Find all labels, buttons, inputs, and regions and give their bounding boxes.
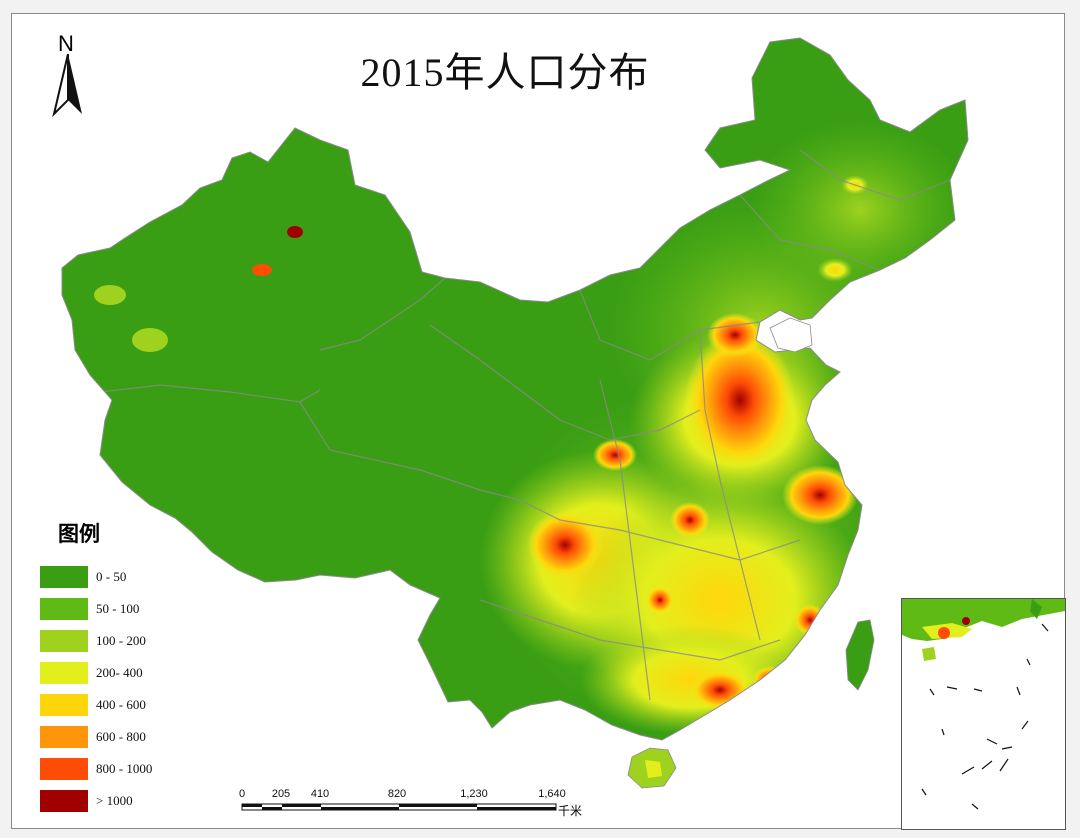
scale-unit: 千米: [558, 804, 583, 818]
legend-label: 100 - 200: [96, 633, 146, 648]
scale-tick-label: 1,230: [460, 788, 488, 800]
legend-label: > 1000: [96, 793, 133, 808]
legend-swatch: [40, 630, 88, 652]
scale-tick-label: 820: [387, 788, 407, 800]
legend-swatch: [40, 694, 88, 716]
scale-bar: [241, 803, 557, 811]
legend-swatch: [40, 758, 88, 780]
legend-swatch: [40, 726, 88, 748]
legend-label: 800 - 1000: [96, 761, 153, 776]
legend-swatch: [40, 566, 88, 588]
mainland-china: [61, 37, 969, 741]
legend-label: 600 - 800: [96, 729, 146, 744]
bohai-sea: [769, 317, 813, 353]
scale-tick-label: 410: [310, 788, 330, 800]
scale-tick-label: 205: [271, 788, 291, 800]
legend-swatch: [40, 662, 88, 684]
legend-label: 0 - 50: [96, 569, 127, 584]
legend-swatch: [40, 598, 88, 620]
legend-label: 400 - 600: [96, 697, 146, 712]
scale-tick-label: 0: [238, 788, 246, 800]
legend-swatch: [40, 790, 88, 812]
scale-tick-label: 1,640: [538, 788, 566, 800]
south-china-sea-inset: [901, 598, 1066, 830]
legend-label: 200- 400: [96, 665, 143, 680]
legend-title: 图例: [58, 522, 100, 546]
legend-label: 50 - 100: [96, 601, 140, 616]
map-title: 2015年人口分布: [360, 50, 650, 95]
north-arrow-label: N: [58, 31, 74, 56]
taiwan-island: [845, 619, 875, 691]
north-arrow-icon: [52, 54, 82, 118]
